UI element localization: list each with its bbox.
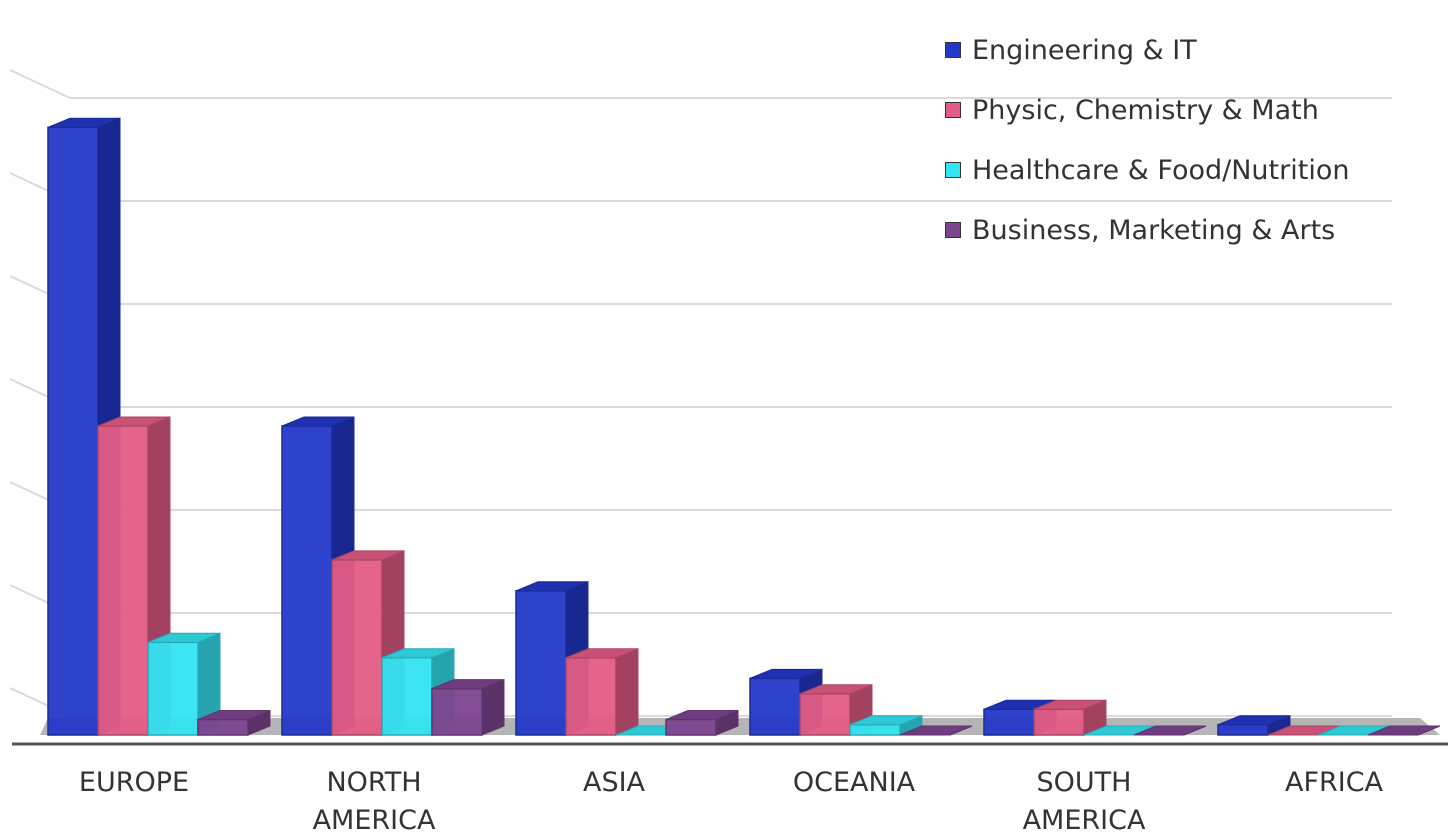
legend-swatch [945,42,961,58]
bar-front [97,425,149,736]
bar-front [381,657,433,736]
bar-front [799,693,851,736]
bar-top [381,648,455,659]
bar-front [665,718,717,736]
bar [431,678,505,736]
bar-top [331,550,405,561]
bar-front [431,687,483,736]
bar-front [147,641,199,736]
bars [47,117,1441,736]
bar-top [899,725,973,736]
bar-front [47,126,99,736]
bar-top [47,117,121,128]
legend-label: Physic, Chemistry & Math [972,95,1319,126]
bar-top [1367,725,1441,736]
category-label-oceania: OCEANIA [792,767,916,798]
bar-top [431,679,505,690]
legend-swatch [945,162,961,178]
bar [565,648,639,736]
bar-front [1217,723,1269,736]
bar [1367,725,1441,736]
bar-front [515,590,567,736]
legend-swatch [945,222,961,238]
bar-front [749,677,801,736]
bar-top [281,416,355,427]
bar [197,709,271,736]
bar-side [481,678,505,736]
bar-top [147,632,221,643]
bar-top [1033,699,1107,710]
gridline-side [9,69,71,99]
legend-label: Business, Marketing & Arts [972,215,1336,246]
bar-front [331,559,383,736]
category-label-asia: ASIA [582,767,646,798]
bar-front [281,425,333,736]
bar [1133,725,1207,736]
bar-top [197,710,271,721]
bar-top [515,581,589,592]
bar-front [1033,708,1085,736]
legend-label: Healthcare & Food/Nutrition [972,155,1350,186]
legend-swatch [945,102,961,118]
bar-top [97,416,171,427]
category-label-south-america: SOUTH AMERICA [1022,767,1146,836]
bar [1033,699,1107,736]
bar-side [615,648,639,736]
bar-top [749,668,823,679]
bar-top [799,684,873,695]
category-label-africa: AFRICA [1284,767,1384,798]
bar [849,714,923,736]
bar [899,725,973,736]
category-label-north-america: NORTH AMERICA [312,767,436,836]
bar [515,581,589,736]
bar-top [1217,715,1291,726]
bar-front [565,657,617,736]
bar-top [849,715,923,726]
bar [665,709,739,736]
category-label-europe: EUROPE [78,767,190,798]
bar-top [565,648,639,659]
bar-front [849,723,901,736]
bar [749,668,823,736]
bar [147,632,221,736]
legend-label: Engineering & IT [972,35,1197,66]
bar-front [983,708,1035,736]
bar-top [665,710,739,721]
bar-front [197,718,249,736]
bar-top [1133,725,1207,736]
